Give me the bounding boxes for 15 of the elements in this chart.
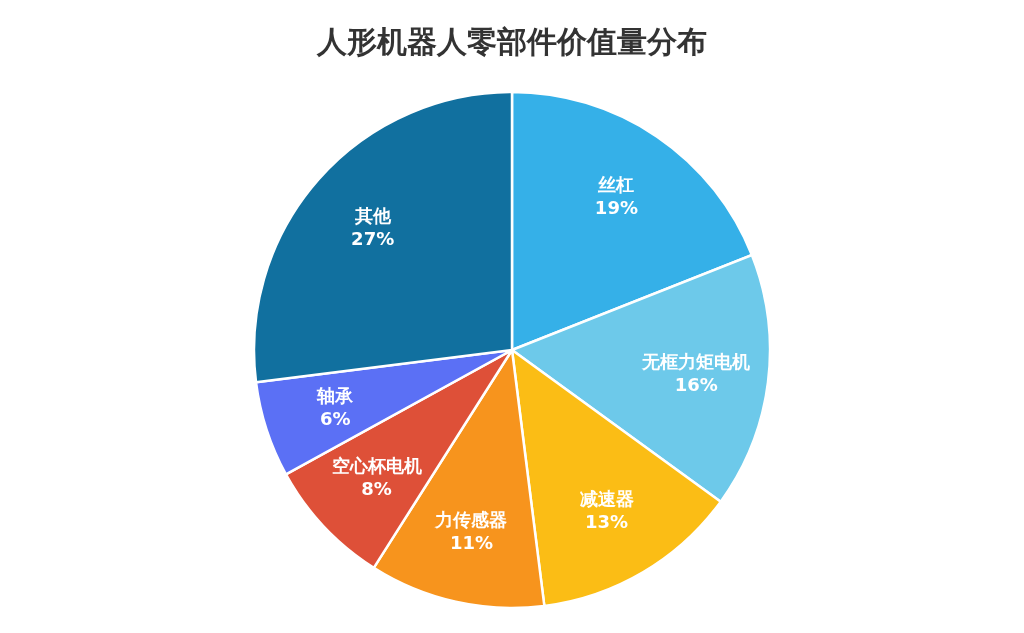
data-label: 6% xyxy=(320,408,351,430)
slice-label: 减速器 xyxy=(579,487,634,509)
data-label: 8% xyxy=(361,477,392,499)
slice-label: 丝杠 xyxy=(597,174,635,196)
data-label: 19% xyxy=(594,197,638,219)
slice-label: 其他 xyxy=(353,204,392,226)
data-label: 11% xyxy=(449,532,494,554)
slice-label: 无框力矩电机 xyxy=(641,351,751,373)
chart-title: 人形机器人零部件价值量分布 xyxy=(316,24,707,59)
data-label: 13% xyxy=(585,510,629,532)
slice-label: 空心杯电机 xyxy=(331,454,422,476)
slice-label: 轴承 xyxy=(316,385,355,407)
slice-label: 力传感器 xyxy=(434,509,508,531)
data-label: 16% xyxy=(674,374,718,396)
data-label: 27% xyxy=(351,227,395,249)
